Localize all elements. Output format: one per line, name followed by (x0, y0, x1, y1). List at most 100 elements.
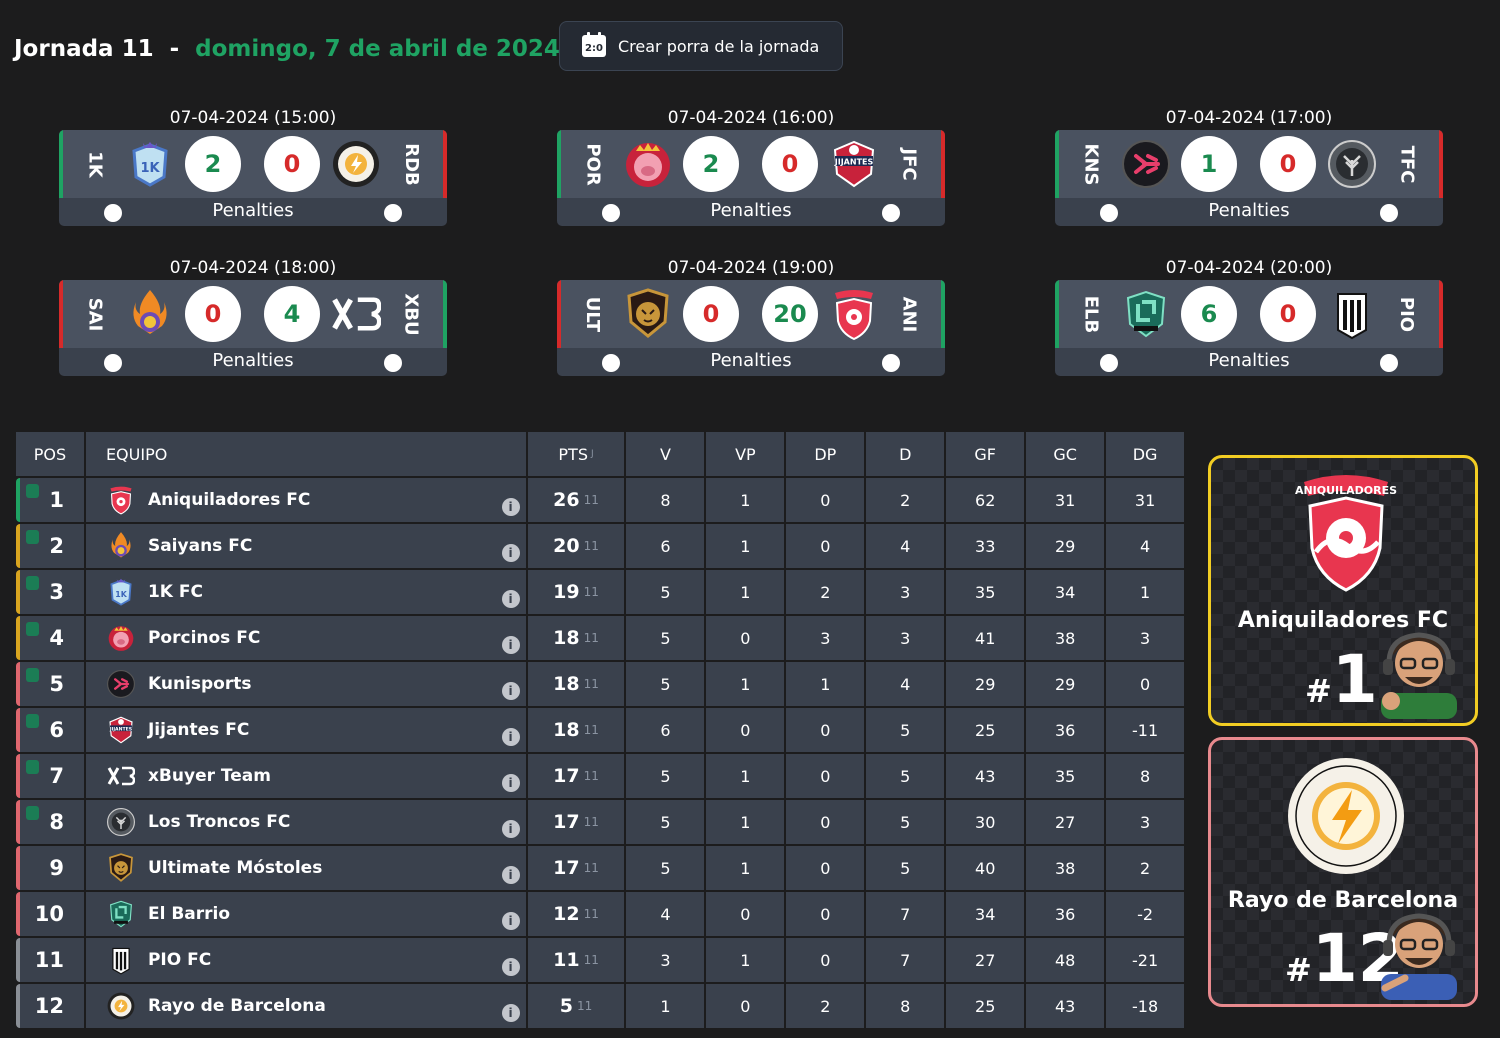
home-score[interactable]: 6 (1181, 286, 1237, 342)
v-cell: 5 (626, 570, 705, 614)
match-card-sai-vs-xbu[interactable]: 07-04-2024 (18:00) SAI 0 4 XBU Penalties (59, 258, 447, 378)
info-icon[interactable]: i (501, 866, 520, 884)
table-row[interactable]: 3 1K 1K FC i 19 11 5 1 2 3 35 34 1 (16, 570, 1186, 614)
team-cell[interactable]: Saiyans FC i (85, 524, 526, 568)
info-icon[interactable]: i (501, 544, 520, 562)
header-team[interactable]: EQUIPO (85, 432, 526, 476)
table-row[interactable]: 2 Saiyans FC i 20 11 6 1 0 4 33 29 4 (16, 524, 1186, 568)
away-penalties-radio[interactable] (384, 354, 402, 372)
info-icon[interactable]: i (501, 774, 520, 792)
gc-cell: 38 (1026, 616, 1105, 660)
info-icon[interactable]: i (501, 1004, 520, 1022)
away-score[interactable]: 20 (762, 286, 818, 342)
match-card-por-vs-jfc[interactable]: 07-04-2024 (16:00) POR 2 0 JIJANTES JFC Penalt… (557, 108, 945, 228)
points-cell: 17 11 (527, 754, 625, 798)
info-icon[interactable]: i (501, 912, 520, 930)
away-score[interactable]: 0 (762, 136, 818, 192)
match-scoreboard-bar (59, 280, 447, 348)
table-row[interactable]: 9 Ultimate Móstoles i 17 11 5 1 0 5 40 38 2 (16, 846, 1186, 890)
create-porra-button[interactable]: 2:0 Crear porra de la jornada (559, 21, 843, 71)
away-score[interactable]: 0 (264, 136, 320, 192)
header-v[interactable]: V (626, 432, 705, 476)
home-penalties-radio[interactable] (602, 354, 620, 372)
info-icon[interactable]: i (501, 590, 520, 608)
match-card-elb-vs-pio[interactable]: 07-04-2024 (20:00) ELB 6 0 PIO Penalties (1055, 258, 1443, 378)
away-score[interactable]: 0 (1260, 136, 1316, 192)
home-penalties-radio[interactable] (1100, 354, 1118, 372)
table-row[interactable]: 12 Rayo de Barcelona i 5 11 1 0 2 8 25 43 -18 (16, 984, 1186, 1028)
team-cell[interactable]: xBuyer Team i (85, 754, 526, 798)
header-pos[interactable]: POS (16, 432, 84, 476)
team-cell[interactable]: 1K 1K FC i (85, 570, 526, 614)
header-dp[interactable]: DP (786, 432, 865, 476)
team-cell[interactable]: Los Troncos FC i (85, 800, 526, 844)
table-row[interactable]: 11 PIO FC i 11 11 3 1 0 7 27 48 -21 (16, 938, 1186, 982)
d-cell: 5 (866, 708, 945, 752)
header-d[interactable]: D (866, 432, 945, 476)
home-penalties-radio[interactable] (1100, 204, 1118, 222)
team-cell[interactable]: Kunisports i (85, 662, 526, 706)
team-cell[interactable]: Aniquiladores FC i (85, 478, 526, 522)
table-row[interactable]: 10 El Barrio i 12 11 4 0 0 7 34 36 -2 (16, 892, 1186, 936)
leader-card[interactable]: ANIQUILADORES Aniquiladores FC #1 (1208, 455, 1478, 726)
last-place-name: Rayo de Barcelona (1227, 888, 1459, 913)
points-cell: 18 11 (527, 708, 625, 752)
penalties-label: Penalties (710, 200, 792, 221)
table-row[interactable]: 7 xBuyer Team i 17 11 5 1 0 5 43 35 8 (16, 754, 1186, 798)
away-penalties-radio[interactable] (384, 204, 402, 222)
table-row[interactable]: 8 Los Troncos FC i 17 11 5 1 0 5 30 27 3 (16, 800, 1186, 844)
team-cell[interactable]: Ultimate Móstoles i (85, 846, 526, 890)
header-gf[interactable]: GF (946, 432, 1025, 476)
info-icon[interactable]: i (501, 682, 520, 700)
away-penalties-radio[interactable] (1380, 354, 1398, 372)
away-score[interactable]: 0 (1260, 286, 1316, 342)
info-icon[interactable]: i (501, 498, 520, 516)
team-cell[interactable]: El Barrio i (85, 892, 526, 936)
home-penalties-radio[interactable] (602, 204, 620, 222)
position-cell: 7 (16, 754, 84, 798)
match-card-1k-vs-rdb[interactable]: 07-04-2024 (15:00) 1K 1K 2 0 RDB Penalties (59, 108, 447, 228)
team-cell[interactable]: Porcinos FC i (85, 616, 526, 660)
dg-cell: 8 (1106, 754, 1185, 798)
home-score[interactable]: 2 (683, 136, 739, 192)
header-dg[interactable]: DG (1106, 432, 1185, 476)
table-row[interactable]: 1 Aniquiladores FC i 26 11 8 1 0 2 62 31 31 (16, 478, 1186, 522)
dg-cell: -2 (1106, 892, 1185, 936)
home-penalties-radio[interactable] (104, 354, 122, 372)
home-score[interactable]: 0 (185, 286, 241, 342)
away-penalties-radio[interactable] (1380, 204, 1398, 222)
table-row[interactable]: 4 Porcinos FC i 18 11 5 0 3 3 41 38 3 (16, 616, 1186, 660)
info-icon[interactable]: i (501, 820, 520, 838)
match-card-kns-vs-tfc[interactable]: 07-04-2024 (17:00) KNS 1 0 TFC Penalties (1055, 108, 1443, 228)
home-score[interactable]: 2 (185, 136, 241, 192)
match-datetime: 07-04-2024 (19:00) (667, 258, 835, 278)
team-cell[interactable]: JIJANTES Jijantes FC i (85, 708, 526, 752)
home-penalties-radio[interactable] (104, 204, 122, 222)
match-card-ult-vs-ani[interactable]: 07-04-2024 (19:00) ULT 0 20 ANI Penalties (557, 258, 945, 378)
away-penalties-radio[interactable] (882, 204, 900, 222)
header-pts[interactable]: PTS J (527, 432, 625, 476)
position-cell: 4 (16, 616, 84, 660)
home-team-logo-icon (623, 138, 673, 190)
last-place-card[interactable]: Rayo de Barcelona #12 (1208, 737, 1478, 1007)
gc-cell: 36 (1026, 708, 1105, 752)
points-value: 17 (553, 765, 580, 787)
info-icon[interactable]: i (501, 636, 520, 654)
points-cell: 18 11 (527, 662, 625, 706)
away-score[interactable]: 4 (264, 286, 320, 342)
dp-cell: 3 (786, 616, 865, 660)
info-icon[interactable]: i (501, 728, 520, 746)
match-scoreboard: ULT 0 20 ANI Penalties (557, 280, 945, 376)
home-score[interactable]: 1 (1181, 136, 1237, 192)
team-cell[interactable]: Rayo de Barcelona i (85, 984, 526, 1028)
home-score[interactable]: 0 (683, 286, 739, 342)
info-icon[interactable]: i (501, 958, 520, 976)
header-gc[interactable]: GC (1026, 432, 1105, 476)
position-cell: 9 (16, 846, 84, 890)
table-row[interactable]: 6 JIJANTES Jijantes FC i 18 11 6 0 0 5 25 36 -11 (16, 708, 1186, 752)
away-penalties-radio[interactable] (882, 354, 900, 372)
team-cell[interactable]: PIO FC i (85, 938, 526, 982)
table-row[interactable]: 5 Kunisports i 18 11 5 1 1 4 29 29 0 (16, 662, 1186, 706)
away-team-abbr-text: PIO (1396, 296, 1418, 332)
header-vp[interactable]: VP (706, 432, 785, 476)
